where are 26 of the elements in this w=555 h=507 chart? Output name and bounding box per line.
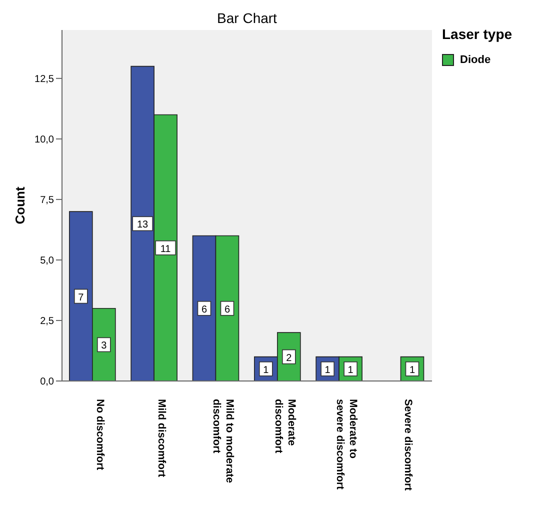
legend-label: Diode (459, 54, 492, 66)
x-tick-label: Mild discomfort (156, 399, 168, 478)
data-label: 1 (348, 364, 354, 376)
y-axis-title: Count (12, 186, 28, 224)
data-label: 6 (224, 304, 230, 316)
data-label: 6 (201, 304, 208, 316)
y-tick-label: 7,5 (40, 195, 54, 206)
y-tick-label: 5,0 (40, 256, 54, 267)
x-tick-label: Severe discomfort (402, 399, 414, 492)
legend-title: Laser type (442, 26, 512, 42)
data-label: 11 (160, 244, 172, 255)
x-tick-label: Moderate discomfort (272, 399, 298, 454)
data-label: 7 (78, 292, 84, 304)
y-tick-label: 10,0 (34, 134, 54, 146)
data-label: 1 (409, 364, 416, 376)
data-label: 13 (137, 220, 149, 231)
data-label: 2 (286, 352, 292, 364)
x-tick-label: Mild to moderate discomfort (210, 399, 236, 484)
data-label: 1 (324, 364, 331, 376)
data-label: 3 (101, 340, 108, 352)
x-tick-label: No discomfort (94, 399, 106, 471)
chart-title: Bar Chart (216, 10, 278, 26)
data-label: 1 (263, 364, 270, 376)
y-tick-label: 12,5 (34, 74, 54, 85)
y-tick-label: 2,5 (40, 316, 54, 328)
y-tick-label: 0,0 (40, 376, 54, 388)
